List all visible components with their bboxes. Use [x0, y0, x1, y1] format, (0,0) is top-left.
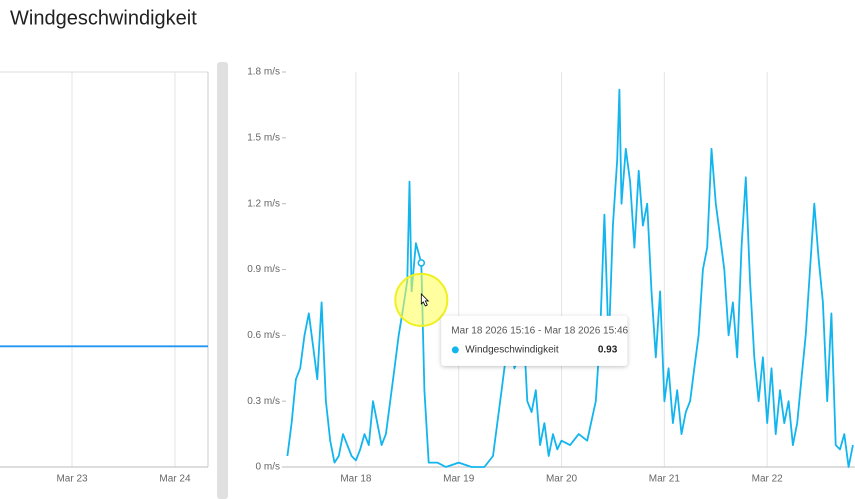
- y-tick-label: 0 m/s: [256, 462, 280, 473]
- x-tick-label: Mar 24: [159, 474, 191, 485]
- splitter[interactable]: [217, 62, 228, 499]
- y-tick-label: 1.5 m/s: [247, 132, 280, 143]
- tooltip-box: [441, 315, 628, 366]
- y-tick-label: 0.9 m/s: [247, 264, 280, 275]
- tooltip-value: 0.93: [598, 345, 618, 356]
- charts: Mar 23 Mar 24 Mar 18 Mar 19 Mar 20 Mar 21 Mar …: [0, 67, 855, 485]
- x-tick-label: Mar 18: [340, 474, 372, 485]
- hover-point: [417, 259, 426, 267]
- tooltip-dot: [451, 346, 459, 354]
- tooltip-series: Windgeschwindigkeit: [465, 345, 559, 356]
- data-line: [286, 88, 854, 468]
- y-tick-label: 0.3 m/s: [247, 396, 280, 407]
- y-tick-label: 0.6 m/s: [247, 330, 280, 341]
- y-tick-label: 1.2 m/s: [247, 198, 280, 209]
- x-tick-label: Mar 20: [546, 474, 578, 485]
- page-title: Windgeschwindigkeit: [10, 7, 197, 29]
- x-tick-label: Mar 23: [56, 474, 88, 485]
- x-tick-label: Mar 19: [443, 474, 475, 485]
- tooltip-title: Mar 18 2026 15:16 - Mar 18 2026 15:46: [451, 326, 628, 337]
- y-tick-label: 1.8 m/s: [247, 67, 280, 78]
- tooltip: Mar 18 2026 15:16 - Mar 18 2026 15:46 Win…: [441, 315, 629, 366]
- x-tick-label: Mar 22: [752, 474, 784, 485]
- x-tick-label: Mar 21: [649, 474, 681, 485]
- hand-cursor: [420, 292, 430, 307]
